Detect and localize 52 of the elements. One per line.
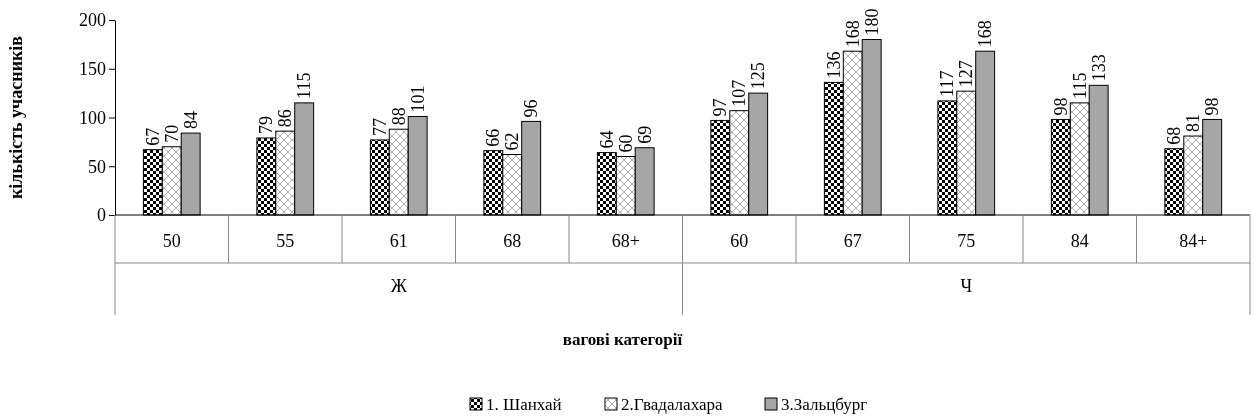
legend-label: 2.Гвадалахара bbox=[621, 395, 723, 414]
y-tick-label: 50 bbox=[88, 156, 106, 177]
data-label: 60 bbox=[615, 134, 636, 153]
x-tick-label: 84+ bbox=[1179, 231, 1208, 251]
data-label: 98 bbox=[1050, 97, 1071, 116]
data-label: 101 bbox=[407, 85, 428, 113]
data-label: 86 bbox=[275, 109, 296, 128]
x-tick-label: 68 bbox=[503, 231, 522, 251]
data-label: 107 bbox=[729, 79, 750, 107]
data-label: 127 bbox=[956, 60, 977, 88]
data-label: 168 bbox=[842, 20, 863, 48]
data-label: 79 bbox=[256, 115, 277, 134]
data-label: 81 bbox=[1183, 114, 1204, 133]
y-tick-label: 150 bbox=[79, 59, 106, 80]
data-label: 125 bbox=[748, 62, 769, 90]
data-label: 69 bbox=[634, 125, 655, 144]
text: Ч bbox=[960, 276, 973, 296]
x-tick-label: 67 bbox=[843, 231, 862, 251]
data-label: 66 bbox=[483, 128, 504, 147]
x-tick-label: 61 bbox=[389, 231, 408, 251]
data-label: 67 bbox=[142, 127, 163, 146]
text: Ж bbox=[390, 276, 408, 296]
x-tick-label: 68+ bbox=[611, 231, 640, 251]
data-label: 115 bbox=[294, 72, 315, 99]
data-label: 97 bbox=[710, 98, 731, 117]
data-label: 88 bbox=[388, 107, 409, 126]
y-tick-label: 100 bbox=[79, 107, 106, 128]
x-tick-label: 84 bbox=[1070, 231, 1089, 251]
data-label: 70 bbox=[161, 124, 182, 143]
data-label: 136 bbox=[823, 51, 844, 79]
data-label: 168 bbox=[975, 20, 996, 48]
data-label: 98 bbox=[1202, 97, 1223, 116]
x-axis-title: вагові категорії bbox=[562, 330, 683, 349]
data-label: 117 bbox=[937, 70, 958, 97]
data-label: 133 bbox=[1088, 54, 1109, 82]
data-label: 64 bbox=[596, 130, 617, 149]
data-label: 96 bbox=[521, 99, 542, 118]
x-tick-label: 50 bbox=[162, 231, 181, 251]
data-label: 180 bbox=[861, 8, 882, 36]
data-label: 77 bbox=[369, 117, 390, 136]
x-tick-label: 75 bbox=[957, 231, 976, 251]
data-label: 84 bbox=[180, 111, 201, 130]
legend-label: 3.Зальцбург bbox=[781, 395, 868, 414]
y-axis-title: кількість учасників bbox=[6, 35, 26, 200]
x-tick-label: 55 bbox=[276, 231, 295, 251]
x-tick-label: 60 bbox=[730, 231, 749, 251]
y-tick-label: 200 bbox=[79, 10, 106, 31]
data-label: 68 bbox=[1164, 126, 1185, 145]
legend-label: 1. Шанхай bbox=[486, 395, 562, 414]
y-tick-label: 0 bbox=[97, 205, 106, 226]
data-label: 62 bbox=[502, 132, 523, 151]
data-label: 115 bbox=[1069, 72, 1090, 99]
